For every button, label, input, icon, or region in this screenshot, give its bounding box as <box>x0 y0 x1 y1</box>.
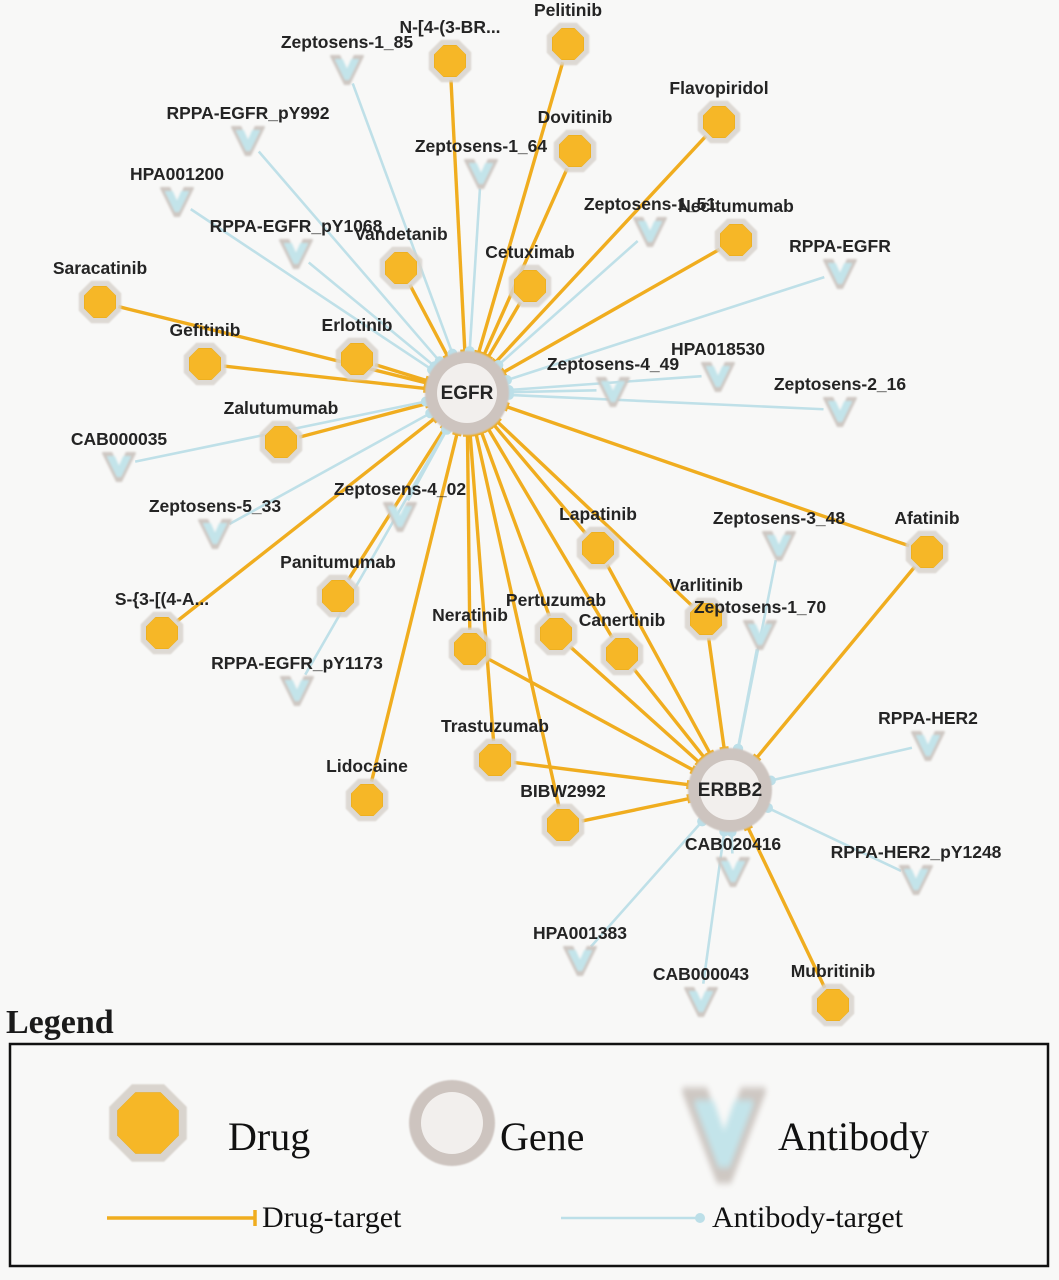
svg-text:Panitumumab: Panitumumab <box>280 552 396 572</box>
svg-text:Legend: Legend <box>6 1004 114 1041</box>
svg-text:Zeptosens-4_49: Zeptosens-4_49 <box>547 354 680 374</box>
svg-text:Pelitinib: Pelitinib <box>534 0 602 20</box>
svg-text:HPA001383: HPA001383 <box>533 923 627 943</box>
svg-text:RPPA-EGFR_pY992: RPPA-EGFR_pY992 <box>166 103 329 123</box>
svg-text:RPPA-EGFR_pY1068: RPPA-EGFR_pY1068 <box>210 216 383 236</box>
svg-text:BIBW2992: BIBW2992 <box>520 781 606 801</box>
svg-text:EGFR: EGFR <box>441 383 494 404</box>
svg-text:CAB020416: CAB020416 <box>685 834 782 854</box>
svg-text:Zeptosens-2_16: Zeptosens-2_16 <box>774 374 907 394</box>
svg-text:HPA018530: HPA018530 <box>671 339 765 359</box>
svg-text:Zeptosens-4_02: Zeptosens-4_02 <box>334 479 467 499</box>
svg-text:RPPA-HER2_pY1248: RPPA-HER2_pY1248 <box>831 842 1002 862</box>
svg-text:Zalutumumab: Zalutumumab <box>224 398 339 418</box>
svg-text:Zeptosens-1_64: Zeptosens-1_64 <box>415 136 548 156</box>
svg-text:Trastuzumab: Trastuzumab <box>441 716 549 736</box>
svg-text:Mubritinib: Mubritinib <box>791 961 876 981</box>
svg-text:Dovitinib: Dovitinib <box>538 107 613 127</box>
svg-text:Cetuximab: Cetuximab <box>485 242 574 262</box>
svg-text:Zeptosens-1_85: Zeptosens-1_85 <box>281 32 414 52</box>
svg-text:Zeptosens-1_51: Zeptosens-1_51 <box>584 194 717 214</box>
svg-text:RPPA-EGFR: RPPA-EGFR <box>789 236 891 256</box>
svg-text:Lidocaine: Lidocaine <box>326 756 408 776</box>
svg-text:Antibody-target: Antibody-target <box>712 1201 904 1234</box>
svg-text:RPPA-HER2: RPPA-HER2 <box>878 708 978 728</box>
svg-text:Gefitinib: Gefitinib <box>170 320 241 340</box>
svg-text:ERBB2: ERBB2 <box>698 780 762 801</box>
svg-text:S-{3-[(4-A...: S-{3-[(4-A... <box>115 589 209 609</box>
svg-text:Zeptosens-1_70: Zeptosens-1_70 <box>694 597 827 617</box>
svg-text:Varlitinib: Varlitinib <box>669 575 743 595</box>
svg-text:Drug: Drug <box>228 1114 310 1159</box>
svg-text:N-[4-(3-BR...: N-[4-(3-BR... <box>399 17 500 37</box>
svg-text:Canertinib: Canertinib <box>579 610 666 630</box>
svg-text:Gene: Gene <box>500 1114 584 1159</box>
svg-text:Zeptosens-5_33: Zeptosens-5_33 <box>149 496 282 516</box>
svg-text:Lapatinib: Lapatinib <box>559 504 637 524</box>
svg-text:CAB000043: CAB000043 <box>653 964 750 984</box>
svg-text:HPA001200: HPA001200 <box>130 164 224 184</box>
svg-text:RPPA-EGFR_pY1173: RPPA-EGFR_pY1173 <box>211 653 383 673</box>
svg-text:CAB000035: CAB000035 <box>71 429 168 449</box>
svg-text:Saracatinib: Saracatinib <box>53 258 147 278</box>
svg-text:Afatinib: Afatinib <box>894 508 959 528</box>
svg-text:Flavopiridol: Flavopiridol <box>669 78 768 98</box>
svg-text:Antibody: Antibody <box>778 1114 929 1159</box>
svg-text:Neratinib: Neratinib <box>432 605 508 625</box>
svg-text:Pertuzumab: Pertuzumab <box>506 590 606 610</box>
svg-text:Drug-target: Drug-target <box>262 1201 402 1234</box>
svg-text:Erlotinib: Erlotinib <box>322 315 393 335</box>
svg-text:Zeptosens-3_48: Zeptosens-3_48 <box>713 508 846 528</box>
